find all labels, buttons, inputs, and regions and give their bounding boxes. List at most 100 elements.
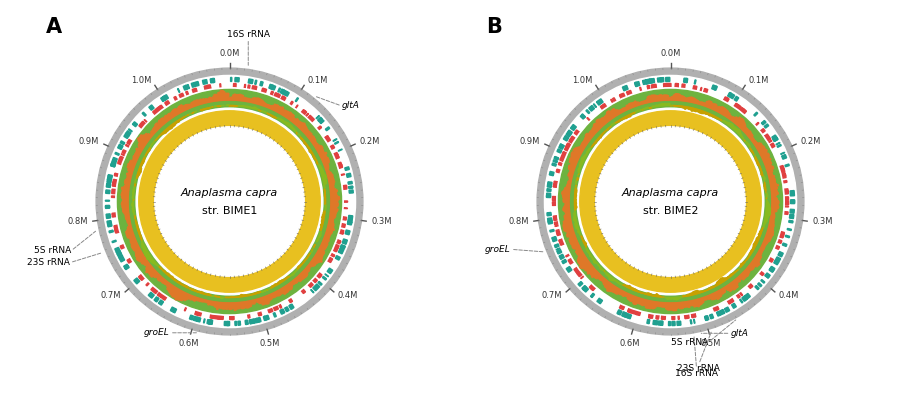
Wedge shape (554, 157, 559, 160)
Wedge shape (716, 106, 720, 112)
Wedge shape (305, 131, 309, 135)
Wedge shape (204, 300, 206, 302)
Wedge shape (553, 202, 556, 204)
Wedge shape (730, 274, 733, 276)
Wedge shape (134, 154, 140, 157)
Wedge shape (690, 301, 692, 306)
Wedge shape (194, 111, 195, 112)
Wedge shape (749, 283, 752, 287)
Wedge shape (636, 102, 639, 106)
Wedge shape (220, 297, 222, 299)
Wedge shape (139, 170, 141, 172)
Wedge shape (553, 196, 556, 201)
Wedge shape (285, 285, 290, 291)
Wedge shape (300, 123, 305, 129)
Wedge shape (705, 316, 709, 320)
Wedge shape (769, 174, 773, 177)
Wedge shape (263, 102, 265, 106)
Wedge shape (574, 207, 577, 208)
Wedge shape (139, 168, 141, 170)
Wedge shape (210, 107, 212, 108)
Wedge shape (317, 252, 323, 257)
Wedge shape (567, 185, 571, 187)
Wedge shape (678, 315, 680, 319)
Wedge shape (327, 172, 331, 174)
Wedge shape (763, 177, 765, 178)
Wedge shape (334, 245, 338, 248)
Wedge shape (652, 295, 653, 296)
Wedge shape (675, 93, 677, 100)
Wedge shape (659, 95, 661, 101)
Wedge shape (706, 101, 709, 107)
Wedge shape (118, 161, 122, 165)
Wedge shape (635, 297, 639, 305)
Wedge shape (259, 110, 261, 111)
Wedge shape (112, 216, 116, 217)
Wedge shape (740, 108, 743, 112)
Wedge shape (182, 284, 184, 285)
Wedge shape (563, 201, 569, 202)
Wedge shape (331, 199, 338, 201)
Wedge shape (148, 133, 152, 137)
Wedge shape (758, 146, 765, 151)
Wedge shape (773, 137, 778, 141)
Wedge shape (575, 189, 577, 190)
Wedge shape (658, 321, 662, 325)
Wedge shape (645, 100, 647, 103)
Wedge shape (746, 268, 750, 270)
Wedge shape (122, 193, 129, 195)
Wedge shape (334, 244, 339, 249)
Wedge shape (247, 98, 248, 102)
Wedge shape (132, 208, 134, 209)
Wedge shape (284, 286, 289, 292)
Wedge shape (570, 161, 577, 165)
Circle shape (558, 89, 783, 314)
Wedge shape (205, 108, 206, 109)
Wedge shape (766, 195, 768, 196)
Wedge shape (691, 301, 694, 305)
Wedge shape (630, 295, 634, 301)
Wedge shape (321, 220, 324, 222)
Wedge shape (146, 263, 149, 266)
Wedge shape (291, 275, 292, 276)
Wedge shape (347, 221, 352, 223)
Wedge shape (605, 272, 606, 273)
Wedge shape (204, 85, 209, 90)
Wedge shape (758, 283, 762, 287)
Wedge shape (330, 214, 336, 216)
Wedge shape (295, 98, 299, 102)
Wedge shape (716, 118, 718, 119)
Wedge shape (321, 243, 328, 247)
Wedge shape (624, 293, 626, 296)
Wedge shape (264, 316, 266, 320)
Wedge shape (763, 242, 767, 245)
Wedge shape (309, 116, 314, 122)
Wedge shape (715, 285, 716, 287)
Wedge shape (139, 256, 145, 262)
Wedge shape (741, 274, 745, 279)
Wedge shape (756, 240, 758, 242)
Wedge shape (280, 109, 284, 114)
Wedge shape (212, 314, 215, 319)
Wedge shape (322, 176, 327, 178)
Wedge shape (145, 133, 151, 138)
Wedge shape (114, 228, 120, 232)
Wedge shape (122, 190, 129, 192)
Wedge shape (578, 170, 580, 171)
Wedge shape (128, 168, 133, 171)
Wedge shape (749, 145, 750, 146)
Wedge shape (316, 162, 318, 163)
Wedge shape (583, 156, 586, 158)
Wedge shape (744, 261, 745, 262)
Wedge shape (772, 205, 778, 206)
Wedge shape (734, 127, 736, 130)
Wedge shape (597, 101, 600, 105)
Wedge shape (175, 123, 176, 124)
Wedge shape (195, 311, 199, 315)
Wedge shape (136, 254, 144, 260)
Wedge shape (585, 137, 590, 141)
Wedge shape (733, 272, 734, 274)
Wedge shape (166, 115, 170, 120)
Wedge shape (248, 79, 253, 84)
Wedge shape (561, 144, 564, 146)
